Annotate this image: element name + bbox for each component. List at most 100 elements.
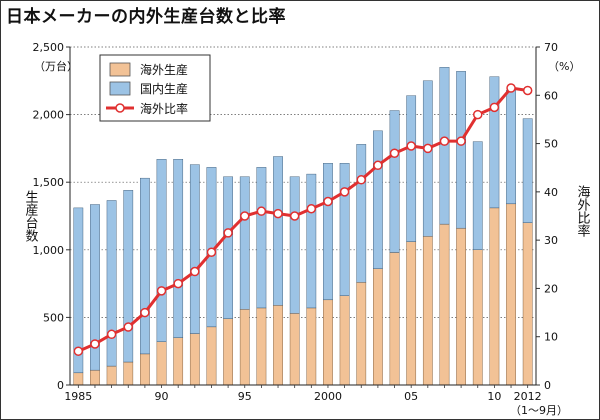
right-tick-label: 10 xyxy=(544,331,558,344)
right-tick-label: 20 xyxy=(544,282,558,295)
bar-overseas-1986 xyxy=(90,369,100,386)
bar-overseas-1996 xyxy=(256,307,267,386)
bar-overseas-1992 xyxy=(189,333,200,386)
bar-domestic-2005 xyxy=(406,95,417,242)
bar-domestic-1986 xyxy=(90,204,100,371)
x-tick-label: 90 xyxy=(155,390,169,403)
legend: 海外生産 国内生産 海外比率 xyxy=(99,54,211,122)
x-tick-label: 2000 xyxy=(314,390,342,403)
ratio-point-2009 xyxy=(473,109,483,120)
bar-domestic-2001 xyxy=(339,163,350,296)
bar-domestic-1989 xyxy=(140,177,150,355)
bar-domestic-2000 xyxy=(323,163,333,301)
left-tick-label: 500 xyxy=(43,311,64,324)
bar-domestic-2011 xyxy=(506,90,516,205)
ratio-point-2008 xyxy=(456,136,466,146)
ratio-point-1993 xyxy=(206,247,217,257)
bar-domestic-2009 xyxy=(472,141,483,251)
right-tick-label: 50 xyxy=(544,138,558,151)
bar-domestic-1992 xyxy=(189,164,200,334)
bar-overseas-1995 xyxy=(239,309,250,386)
bar-overseas-1985 xyxy=(73,372,84,386)
ratio-point-2000 xyxy=(323,196,333,207)
bar-overseas-2004 xyxy=(389,252,400,386)
right-tick-label: 30 xyxy=(544,234,558,247)
bar-overseas-2012 xyxy=(522,222,533,386)
legend-marker-ratio xyxy=(115,103,125,113)
ratio-point-2010 xyxy=(489,102,500,113)
ratio-point-2006 xyxy=(423,143,433,154)
ratio-point-2007 xyxy=(439,136,450,146)
legend-label-domestic: 国内生産 xyxy=(140,81,188,96)
ratio-point-2005 xyxy=(406,141,416,151)
right-tick-label: 40 xyxy=(544,186,558,199)
ratio-point-1990 xyxy=(156,286,167,296)
bar-domestic-2010 xyxy=(489,76,500,209)
ratio-point-1992 xyxy=(190,266,200,277)
bar-domestic-1988 xyxy=(123,190,134,363)
bar-domestic-1990 xyxy=(156,159,167,342)
ratio-point-2001 xyxy=(339,187,350,197)
left-axis-unit: （万台） xyxy=(34,59,78,73)
ratio-point-2002 xyxy=(356,175,366,185)
legend-label-overseas: 海外生産 xyxy=(140,62,188,77)
ratio-point-1995 xyxy=(240,211,250,221)
bar-domestic-1994 xyxy=(223,176,233,319)
bar-domestic-1996 xyxy=(256,167,267,309)
ratio-point-1985 xyxy=(73,346,84,356)
bar-domestic-2002 xyxy=(356,144,367,283)
bar-domestic-1991 xyxy=(173,159,184,338)
bar-overseas-1991 xyxy=(173,337,184,386)
bar-overseas-2010 xyxy=(489,207,500,386)
bar-domestic-1995 xyxy=(239,176,250,310)
bar-overseas-2001 xyxy=(339,295,350,386)
x-tick-label: 10 xyxy=(487,390,501,403)
ratio-point-2004 xyxy=(389,148,400,158)
left-tick-label: 2,500 xyxy=(33,41,65,54)
bar-domestic-1985 xyxy=(73,207,84,374)
bar-overseas-1998 xyxy=(289,313,300,386)
axes xyxy=(66,46,540,388)
x-tick-label: 05 xyxy=(404,390,418,403)
ratio-point-1989 xyxy=(140,307,150,318)
left-tick-label: 0 xyxy=(57,379,64,392)
bar-domestic-1997 xyxy=(273,156,283,306)
ratio-point-1991 xyxy=(173,278,183,289)
ratio-point-1997 xyxy=(273,208,283,219)
bar-overseas-2008 xyxy=(456,227,466,386)
ratio-point-1999 xyxy=(306,204,317,214)
bar-overseas-2011 xyxy=(506,203,516,386)
left-axis-title: 生産台数 xyxy=(23,190,39,242)
bar-domestic-2003 xyxy=(373,130,383,269)
x-tick-label: 95 xyxy=(238,390,252,403)
bar-overseas-1989 xyxy=(140,353,150,386)
left-tick-label: 1,000 xyxy=(33,244,65,257)
bar-overseas-2007 xyxy=(439,223,450,386)
chart-title: 日本メーカーの内外生産台数と比率 xyxy=(6,7,286,27)
bars xyxy=(73,67,533,386)
bar-domestic-2008 xyxy=(456,71,466,229)
bar-domestic-1999 xyxy=(306,173,317,309)
bar-domestic-2012 xyxy=(522,118,533,223)
ratio-line-path xyxy=(77,86,528,353)
bar-overseas-2000 xyxy=(323,299,333,386)
right-axis-unit: （%） xyxy=(548,60,580,73)
ratio-point-2012 xyxy=(522,85,533,96)
bar-overseas-2006 xyxy=(422,236,433,386)
tick-labels: 0 500 1,000 1,500 2,000 2,500 0 10 20 30 40 50 60 70 1… xyxy=(33,41,559,403)
ratio-point-1998 xyxy=(289,211,300,221)
x-axis-note: （1〜9月） xyxy=(510,404,568,417)
bar-overseas-2002 xyxy=(356,282,367,386)
ratio-point-1986 xyxy=(90,339,100,349)
x-tick-label: 1985 xyxy=(64,390,92,403)
right-axis-title: 海外比率 xyxy=(575,185,591,237)
ratio-line xyxy=(73,83,533,356)
bar-overseas-2009 xyxy=(472,249,483,386)
ratio-point-1987 xyxy=(106,329,117,340)
left-tick-label: 2,000 xyxy=(33,109,65,122)
right-tick-label: 0 xyxy=(544,379,551,392)
bar-overseas-2005 xyxy=(406,241,417,386)
left-tick-label: 1,500 xyxy=(33,176,65,189)
ratio-point-1994 xyxy=(223,228,233,238)
